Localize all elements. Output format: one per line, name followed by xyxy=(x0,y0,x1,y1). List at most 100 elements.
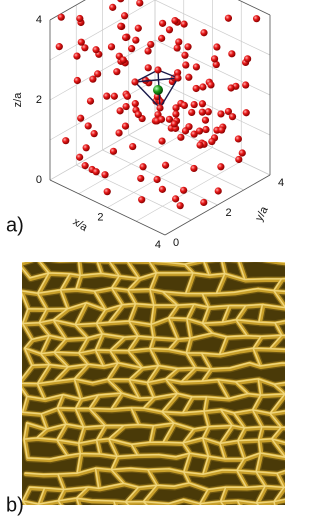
atom xyxy=(228,113,237,121)
grid-line xyxy=(164,174,271,236)
atom xyxy=(131,100,139,108)
atom xyxy=(103,188,111,196)
atom xyxy=(76,153,84,161)
panel-label: b) xyxy=(6,494,24,516)
atom xyxy=(199,83,207,91)
atom xyxy=(153,175,161,184)
atom xyxy=(218,126,226,134)
z-tick-label: 4 xyxy=(36,14,42,26)
y-tick-label: 0 xyxy=(173,237,179,249)
atom xyxy=(181,127,190,135)
atom xyxy=(157,115,166,123)
atom xyxy=(134,24,142,32)
atom xyxy=(242,109,250,117)
atom xyxy=(188,108,196,117)
atom xyxy=(113,68,121,76)
atom xyxy=(192,84,200,93)
plot-box xyxy=(49,0,271,236)
atom xyxy=(103,92,111,100)
atom xyxy=(129,142,137,151)
atom xyxy=(190,130,198,138)
atom xyxy=(224,14,233,22)
atom xyxy=(172,195,180,203)
atom xyxy=(165,115,174,123)
atom xyxy=(62,137,70,145)
atom xyxy=(139,163,147,171)
atom xyxy=(90,130,98,138)
atom xyxy=(182,61,190,69)
atom xyxy=(134,110,142,119)
atom xyxy=(217,163,225,171)
atom xyxy=(181,51,189,59)
atom xyxy=(177,133,185,141)
atom xyxy=(174,74,182,82)
atom xyxy=(132,36,140,44)
atom xyxy=(252,15,261,23)
atom xyxy=(180,186,188,194)
atom xyxy=(196,141,204,149)
atom xyxy=(147,40,155,49)
grid-line xyxy=(128,134,244,191)
atom xyxy=(137,174,145,183)
atom xyxy=(131,78,139,86)
atom xyxy=(55,43,63,51)
atom xyxy=(190,100,198,109)
atom xyxy=(128,45,136,53)
atom xyxy=(158,185,167,193)
atom xyxy=(180,20,188,28)
atom xyxy=(175,38,183,46)
atoms xyxy=(55,0,261,210)
atom xyxy=(234,135,242,143)
atom xyxy=(94,70,102,78)
atom xyxy=(77,114,85,122)
atom xyxy=(228,50,236,58)
atom xyxy=(172,104,180,112)
atom xyxy=(180,101,189,109)
atom xyxy=(116,107,124,115)
atom xyxy=(121,12,129,20)
grid-line xyxy=(49,0,86,21)
atom xyxy=(122,102,130,111)
atom xyxy=(170,120,178,128)
y-tick-label: 2 xyxy=(226,207,232,219)
atom xyxy=(208,137,216,146)
atom xyxy=(224,107,233,116)
atom xyxy=(121,122,130,130)
atom xyxy=(86,97,95,105)
atom xyxy=(198,108,206,116)
atom xyxy=(77,38,85,46)
atom xyxy=(89,75,97,83)
atom xyxy=(123,92,132,100)
atom xyxy=(73,52,81,60)
atom xyxy=(144,47,152,55)
atom xyxy=(244,55,252,63)
atom xyxy=(202,125,210,134)
atom xyxy=(115,129,123,137)
atom xyxy=(184,43,192,51)
atom xyxy=(213,43,221,51)
atom xyxy=(173,44,181,52)
y-tick-label: 4 xyxy=(278,177,284,189)
atom xyxy=(109,147,118,155)
atom xyxy=(117,22,125,30)
atom xyxy=(172,110,180,118)
atom xyxy=(238,149,246,157)
x-axis-label: x/a xyxy=(71,216,91,234)
atom xyxy=(121,33,130,42)
grid-line xyxy=(237,0,271,16)
x-tick-label: 4 xyxy=(155,239,161,251)
atom xyxy=(210,55,219,63)
atom xyxy=(158,34,166,42)
atom xyxy=(81,44,89,52)
grid-line xyxy=(49,39,156,101)
z-axis-label: z/a xyxy=(12,92,24,108)
panel-label: a) xyxy=(6,214,24,236)
atom xyxy=(185,73,193,81)
atom xyxy=(165,26,174,34)
atom xyxy=(144,64,152,72)
grid-line xyxy=(136,160,242,222)
atom xyxy=(214,187,222,195)
atom xyxy=(107,43,116,51)
tetra-edge xyxy=(134,81,161,109)
